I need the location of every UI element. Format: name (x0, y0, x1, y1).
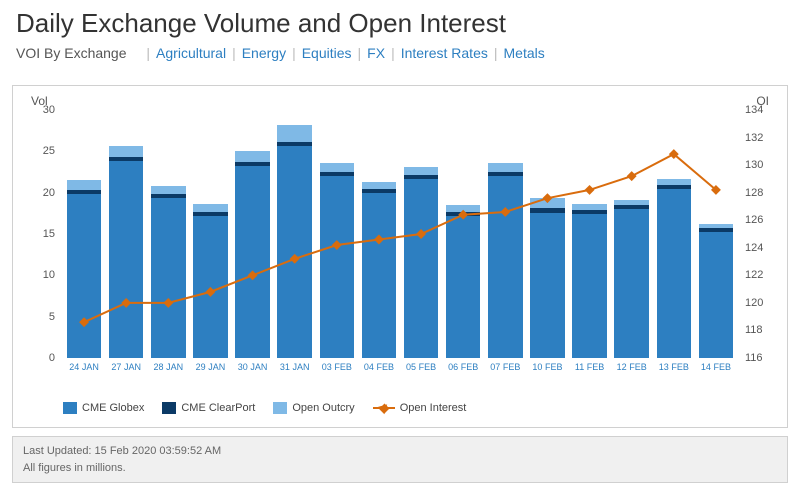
line-marker (163, 298, 173, 308)
legend-swatch (162, 402, 176, 414)
legend-item: Open Interest (373, 402, 467, 414)
line-marker (79, 317, 89, 327)
nav-separator: | (358, 45, 362, 61)
footer: Last Updated: 15 Feb 2020 03:59:52 AM Al… (12, 436, 788, 483)
line-marker (500, 207, 510, 217)
line-marker (458, 210, 468, 220)
legend-item: CME ClearPort (162, 402, 255, 414)
x-tick: 13 FEB (659, 362, 689, 372)
legend-label: CME ClearPort (181, 402, 255, 414)
line-marker (416, 229, 426, 239)
nav-separator: | (292, 45, 296, 61)
x-tick: 28 JAN (154, 362, 184, 372)
line-overlay (63, 110, 737, 358)
nav-link-metals[interactable]: Metals (504, 45, 545, 61)
line-marker (542, 193, 552, 203)
chart-area: Vol OI 051015202530 11611812012212412612… (13, 86, 787, 396)
y-ticks-right: 116118120122124126128130132134 (739, 110, 787, 358)
line-series (84, 154, 716, 322)
legend-label: Open Interest (400, 402, 467, 414)
x-tick: 07 FEB (490, 362, 520, 372)
legend-item: CME Globex (63, 402, 144, 414)
legend-swatch (63, 402, 77, 414)
line-marker (374, 235, 384, 245)
x-tick: 12 FEB (617, 362, 647, 372)
legend-item: Open Outcry (273, 402, 354, 414)
nav-link-equities[interactable]: Equities (302, 45, 352, 61)
page-title: Daily Exchange Volume and Open Interest (16, 8, 784, 39)
nav-link-fx[interactable]: FX (367, 45, 385, 61)
footer-updated: Last Updated: 15 Feb 2020 03:59:52 AM (23, 443, 777, 460)
x-ticks: 24 JAN 27 JAN 28 JAN 29 JAN 30 JAN 31 JAN 03 F… (63, 362, 737, 376)
nav-separator: | (391, 45, 395, 61)
nav-separator: | (146, 45, 150, 61)
chart-container: Vol OI 051015202530 11611812012212412612… (12, 85, 788, 428)
nav-link-interest-rates[interactable]: Interest Rates (401, 45, 488, 61)
line-marker (627, 171, 637, 181)
x-tick: 04 FEB (364, 362, 394, 372)
line-marker (332, 240, 342, 250)
nav-label: VOI By Exchange (16, 45, 127, 61)
line-marker (248, 270, 258, 280)
line-marker (121, 298, 131, 308)
legend-label: Open Outcry (292, 402, 354, 414)
x-tick: 29 JAN (196, 362, 226, 372)
header: Daily Exchange Volume and Open Interest … (0, 0, 800, 65)
nav-link-energy[interactable]: Energy (242, 45, 286, 61)
nav-separator: | (232, 45, 236, 61)
x-tick: 31 JAN (280, 362, 310, 372)
x-tick: 11 FEB (575, 362, 604, 372)
y-ticks-left: 051015202530 (13, 110, 61, 358)
x-tick: 27 JAN (111, 362, 141, 372)
line-marker (205, 287, 215, 297)
x-tick: 10 FEB (532, 362, 562, 372)
x-tick: 03 FEB (322, 362, 352, 372)
plot-area (63, 110, 737, 358)
x-tick: 14 FEB (701, 362, 731, 372)
x-tick: 30 JAN (238, 362, 268, 372)
line-marker (585, 185, 595, 195)
nav-link-agricultural[interactable]: Agricultural (156, 45, 226, 61)
legend: CME Globex CME ClearPort Open Outcry Open I… (13, 396, 787, 427)
footer-note: All figures in millions. (23, 460, 777, 477)
legend-swatch (273, 402, 287, 414)
x-tick: 06 FEB (448, 362, 478, 372)
line-marker (290, 254, 300, 264)
legend-line-swatch (373, 402, 395, 414)
nav-bar: VOI By Exchange | Agricultural | Energy | Equ… (16, 45, 784, 61)
x-tick: 05 FEB (406, 362, 436, 372)
x-tick: 24 JAN (69, 362, 99, 372)
nav-separator: | (494, 45, 498, 61)
legend-label: CME Globex (82, 402, 144, 414)
